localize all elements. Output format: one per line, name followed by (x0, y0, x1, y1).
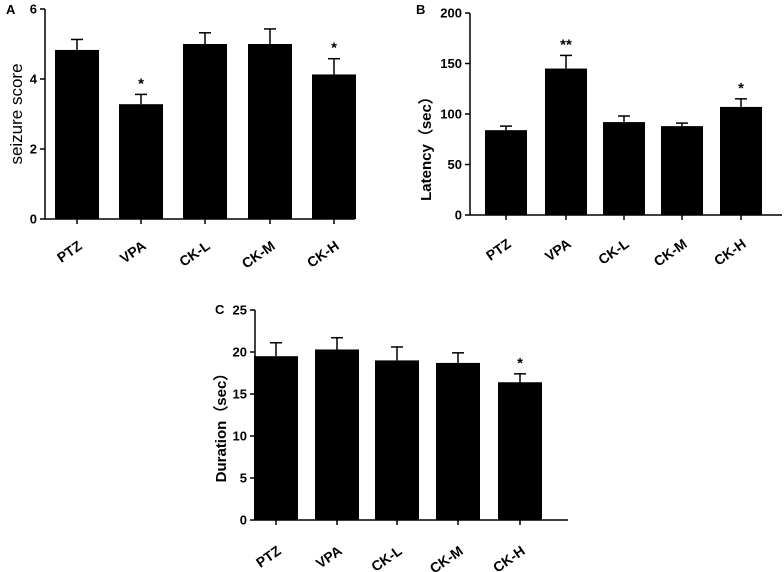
bar-VPA (119, 104, 163, 219)
significance-marker-CK-H: * (517, 355, 523, 372)
y-tick-label: 0 (30, 212, 37, 227)
bar-PTZ (485, 130, 527, 215)
y-axis-label: Duration（sec） (212, 366, 230, 483)
y-tick-label: 10 (233, 429, 247, 444)
category-label-CK-L: CK-L (595, 235, 632, 268)
y-tick-label: 0 (240, 513, 247, 528)
bar-VPA (315, 349, 359, 520)
panel-letter: A (6, 2, 16, 17)
significance-marker-CK-H: * (738, 80, 744, 97)
category-label-CK-H: CK-H (711, 235, 749, 268)
y-tick-label: 25 (233, 303, 247, 318)
panel-letter: C (215, 302, 225, 317)
category-label-CK-H: CK-H (490, 542, 528, 572)
category-label-PTZ: PTZ (253, 542, 284, 571)
bar-CK-M (661, 126, 703, 215)
panel-C: C 0 5 10 15 20 25 Duration（sec） PTZ VPA CK-L CK-M * C… (212, 302, 568, 572)
bar-PTZ (55, 49, 99, 220)
significance-marker-VPA: ** (560, 36, 572, 53)
bar-CK-H (498, 382, 542, 520)
bar-VPA (545, 68, 587, 215)
panel-letter: B (416, 2, 425, 17)
y-tick-label: 4 (30, 72, 38, 87)
bar-CK-H (720, 106, 762, 215)
category-label-VPA: VPA (117, 237, 149, 266)
bar-CK-H (312, 74, 356, 219)
y-tick-label: 0 (455, 208, 462, 223)
y-tick-label: 5 (240, 471, 247, 486)
y-tick-label: 150 (440, 56, 462, 71)
category-label-CK-L: CK-L (176, 237, 213, 270)
y-tick-label: 2 (30, 142, 37, 157)
y-tick-label: 50 (448, 157, 462, 172)
category-label-CK-H: CK-H (304, 237, 342, 270)
significance-marker-VPA: * (138, 75, 144, 92)
panel-B: B 0 50 100 150 200 Latency（sec） PTZ ** VPA CK-L CK-… (416, 2, 782, 269)
significance-marker-CK-H: * (331, 40, 337, 57)
bar-CK-L (603, 122, 645, 215)
y-tick-label: 200 (440, 6, 462, 21)
panel-A: A 0 2 4 6 seizure score PTZ * VPA CK-L CK-M * CK-H (6, 2, 356, 271)
y-tick-label: 6 (30, 2, 37, 17)
category-label-CK-M: CK-M (651, 235, 690, 269)
category-label-PTZ: PTZ (483, 235, 514, 264)
category-label-CK-L: CK-L (368, 542, 405, 572)
category-label-CK-M: CK-M (239, 237, 278, 271)
bar-CK-L (375, 360, 419, 520)
bar-CK-M (436, 362, 480, 520)
y-tick-label: 100 (440, 107, 462, 122)
bar-PTZ (254, 356, 298, 520)
y-tick-label: 15 (233, 387, 247, 402)
category-label-PTZ: PTZ (54, 237, 85, 266)
y-axis-label: Latency（sec） (417, 89, 435, 201)
y-tick-label: 20 (233, 345, 247, 360)
y-axis-label: seizure score (7, 63, 26, 164)
bar-CK-L (183, 44, 227, 219)
category-label-VPA: VPA (542, 235, 574, 264)
category-label-VPA: VPA (313, 542, 345, 571)
bar-CK-M (248, 44, 292, 219)
category-label-CK-M: CK-M (427, 542, 466, 572)
